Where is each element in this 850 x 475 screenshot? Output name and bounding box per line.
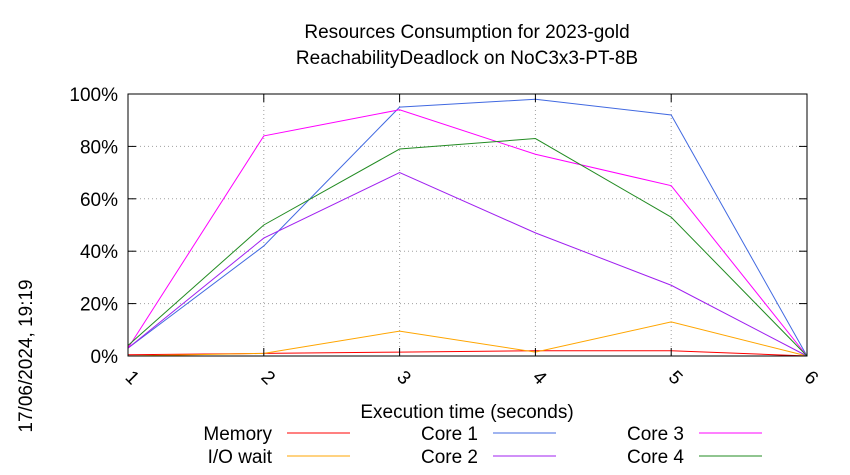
legend-label-core-3: Core 3 xyxy=(627,424,684,445)
y-tick-label: 0% xyxy=(91,347,119,368)
series-lines xyxy=(127,98,808,357)
series-line-core-1 xyxy=(127,98,808,357)
series-line-i-o-wait xyxy=(127,321,808,357)
x-tick-label: 4 xyxy=(528,367,551,390)
y-tick-label: 80% xyxy=(80,137,118,158)
legend-label-i-o-wait: I/O wait xyxy=(208,447,273,468)
timestamp-label: 17/06/2024, 19:19 xyxy=(16,279,37,432)
y-axis-ticks: 0% 20% 40% 60% 80% 100% xyxy=(69,85,807,368)
x-tick-label: 2 xyxy=(257,367,279,389)
legend-label-core-1: Core 1 xyxy=(421,424,478,445)
x-tick-label: 3 xyxy=(392,367,414,389)
chart-title-line2: ReachabilityDeadlock on NoC3x3-PT-8B xyxy=(296,48,638,69)
y-tick-label: 40% xyxy=(80,242,118,263)
y-tick-label: 60% xyxy=(80,190,118,211)
y-tick-label: 100% xyxy=(69,85,118,106)
x-tick-label: 6 xyxy=(800,367,822,389)
grid-lines xyxy=(128,94,807,356)
series-line-core-3 xyxy=(127,109,808,357)
y-tick-label: 20% xyxy=(80,295,118,316)
legend-label-core-4: Core 4 xyxy=(627,447,684,468)
series-line-memory xyxy=(127,350,808,357)
legend-label-core-2: Core 2 xyxy=(421,447,478,468)
series-line-core-2 xyxy=(127,172,808,357)
legend-label-memory: Memory xyxy=(203,424,272,445)
x-tick-label: 5 xyxy=(664,367,686,389)
x-axis-label: Execution time (seconds) xyxy=(360,402,573,423)
plot-border xyxy=(127,93,808,357)
series-line-core-4 xyxy=(127,138,808,357)
x-tick-label: 1 xyxy=(121,367,143,389)
chart-title-line1: Resources Consumption for 2023-gold xyxy=(304,22,629,43)
x-axis-ticks: 1 2 3 4 5 6 xyxy=(121,94,822,390)
